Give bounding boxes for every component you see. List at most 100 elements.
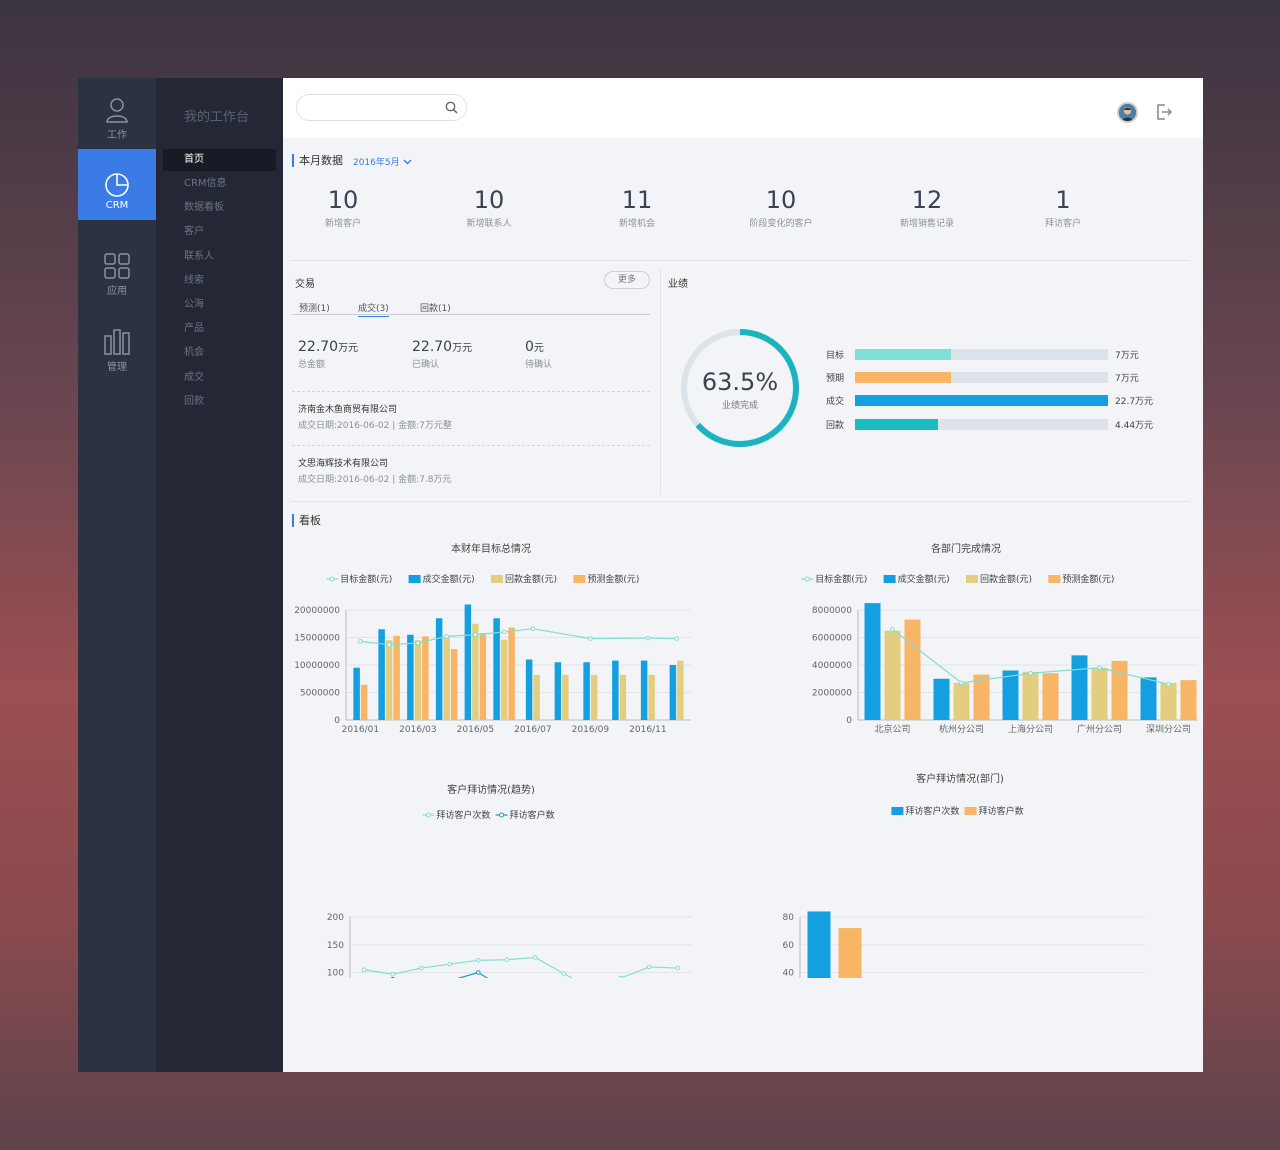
y-tick-label: 40 [783, 969, 795, 979]
deal-record[interactable]: 济南金木鱼商贸有限公司 成交日期:2016-06-02 | 金额:7万元整 [298, 402, 452, 431]
chart-title: 各部门完成情况 [931, 542, 1001, 555]
bar [360, 684, 368, 720]
search-input[interactable] [309, 95, 449, 119]
menu-title: 我的工作台 [184, 110, 250, 125]
tab-closed[interactable]: 成交(3) [358, 301, 389, 317]
month-data-title: 本月数据 [292, 154, 343, 167]
stat-value: 10 [327, 186, 359, 214]
month-picker[interactable]: 2016年5月 [353, 155, 412, 168]
y-tick-label: 60 [783, 941, 795, 951]
x-tick-label: 2016/09 [572, 725, 610, 735]
stat-label: 拜访客户 [1044, 219, 1081, 229]
amount-pending: 0元 待确认 [525, 336, 552, 370]
bar [385, 640, 393, 720]
bar [450, 649, 458, 720]
stat-visited-customers: 1 拜访客户 [1003, 186, 1123, 229]
logout-icon[interactable] [1156, 103, 1172, 121]
avatar[interactable] [1117, 102, 1138, 123]
tab-payment[interactable]: 回款(1) [420, 304, 451, 314]
menu-item-crm-info[interactable]: CRM信息 [184, 178, 227, 189]
legend-swatch [891, 807, 904, 815]
more-button[interactable]: 更多 [604, 271, 650, 289]
divider [292, 445, 650, 446]
menu-item-leads[interactable]: 线索 [184, 275, 204, 286]
y-tick-label: 10000000 [294, 661, 340, 671]
icon-rail: 工作 CRM 应用 管理 [78, 78, 156, 1072]
menu-item-customers[interactable]: 客户 [184, 226, 204, 237]
rail-item-apps[interactable]: 应用 [78, 252, 156, 322]
rail-item-work[interactable]: 工作 [78, 96, 156, 166]
series-point [532, 955, 538, 960]
divider [292, 391, 650, 392]
stat-new-opportunities: 11 新增机会 [577, 186, 697, 229]
search-icon[interactable] [445, 101, 458, 114]
perf-bar-track [855, 395, 1108, 406]
legend-swatch [1048, 575, 1061, 583]
bar [554, 662, 562, 720]
bar [619, 674, 627, 720]
tab-forecast[interactable]: 预测(1) [299, 304, 330, 314]
bar [1180, 680, 1197, 720]
bar [435, 618, 443, 720]
x-tick-label: 深圳分公司 [1146, 724, 1191, 735]
series-point [1028, 670, 1033, 676]
x-tick-label: 上海分公司 [1008, 723, 1053, 735]
menu-item-opportunities[interactable]: 机会 [184, 347, 204, 358]
menu-item-contacts[interactable]: 联系人 [184, 251, 214, 262]
bar [472, 623, 479, 720]
columns-icon [104, 329, 130, 355]
perf-bar-fill [855, 372, 952, 383]
bar [525, 659, 533, 720]
stat-label: 新增联系人 [466, 219, 512, 229]
series-point [390, 976, 395, 978]
menu-item-home[interactable]: 首页 [163, 149, 276, 171]
stat-new-contacts: 10 新增联系人 [429, 186, 549, 229]
legend-swatch-marker [425, 812, 431, 818]
chart-title: 客户拜访情况(趋势) [447, 783, 535, 796]
panel-divider [660, 268, 661, 495]
deals-title: 交易 [295, 279, 315, 290]
chart-visit-department: 客户拜访情况(部门)拜访客户次数拜访客户数020406080北京公司杭州分公司上… [783, 772, 1145, 979]
series-point [415, 640, 421, 646]
deal-detail: 成交日期:2016-06-02 | 金额:7万元整 [298, 421, 452, 431]
bar [1022, 671, 1039, 720]
amount-total: 22.70万元 总金额 [298, 336, 358, 370]
menu-item-public-pool[interactable]: 公海 [184, 299, 204, 310]
x-tick-label: 2016/07 [514, 725, 551, 735]
series-point [447, 961, 453, 967]
bar [583, 662, 590, 720]
series-point [618, 975, 624, 978]
performance-sub: 业绩完成 [721, 401, 758, 411]
app-window: 工作 CRM 应用 管理 [78, 78, 1203, 1072]
series-point [645, 635, 651, 641]
bar [1071, 655, 1088, 720]
chevron-down-icon [403, 159, 412, 165]
menu-item-payments[interactable]: 回款 [184, 396, 204, 407]
bar [393, 635, 400, 720]
stat-value: 10 [765, 186, 797, 214]
perf-bar-track [855, 419, 1108, 430]
perf-bar-fill [855, 349, 952, 360]
bar [1002, 670, 1019, 720]
series-point [473, 632, 478, 638]
legend-swatch-marker [804, 576, 810, 582]
bar [904, 619, 921, 720]
avatar-face-icon [1119, 104, 1136, 121]
bar [838, 928, 862, 978]
rail-item-manage[interactable]: 管理 [78, 328, 156, 398]
legend-label: 拜访客户次数 [905, 805, 959, 817]
stat-value: 10 [473, 186, 505, 214]
legend-swatch [573, 575, 586, 583]
x-tick-label: 2016/05 [457, 725, 494, 735]
search-box[interactable] [296, 94, 467, 121]
perf-bar-fill [855, 419, 939, 430]
deal-detail: 成交日期:2016-06-02 | 金额:7.8万元 [298, 475, 452, 485]
menu-item-deals[interactable]: 成交 [184, 372, 204, 383]
amount-label: 已确认 [412, 360, 440, 370]
deal-record[interactable]: 文思海辉技术有限公司 成交日期:2016-06-02 | 金额:7.8万元 [298, 456, 451, 485]
menu-item-products[interactable]: 产品 [184, 323, 204, 334]
rail-item-crm[interactable]: CRM [78, 149, 156, 220]
bar [1111, 660, 1128, 720]
menu-item-dashboard[interactable]: 数据看板 [184, 202, 224, 213]
